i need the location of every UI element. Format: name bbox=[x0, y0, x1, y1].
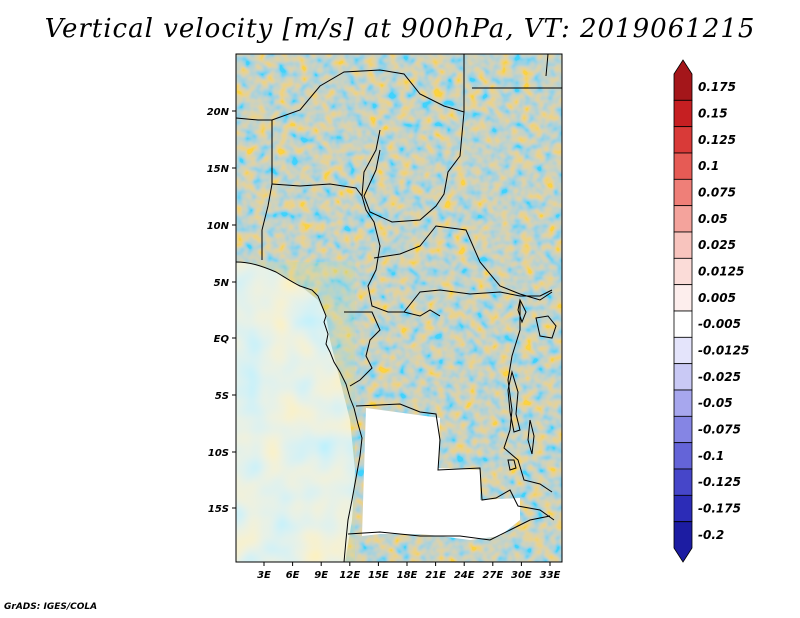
map-frame bbox=[235, 53, 563, 563]
colorbar-label: 0.1 bbox=[698, 159, 719, 173]
colorbar-segment bbox=[673, 99, 693, 128]
border-north-east-2 bbox=[361, 129, 381, 197]
lon-tick-label: 30E bbox=[511, 570, 532, 581]
colorbar-label: 0.175 bbox=[698, 80, 736, 94]
lat-tick-label: 10N bbox=[207, 221, 230, 232]
lat-tick-label: 15N bbox=[207, 164, 230, 175]
colorbar-label: 0.075 bbox=[698, 186, 736, 200]
small-lake bbox=[507, 459, 517, 471]
border-congo bbox=[344, 311, 381, 387]
colorbar-segment bbox=[673, 521, 693, 563]
coastline-west bbox=[236, 261, 363, 562]
lon-tick-label: 21E bbox=[425, 570, 446, 581]
river-congo bbox=[403, 309, 441, 317]
border-sudan-ethiopia bbox=[472, 54, 562, 89]
colorbar-segment bbox=[673, 126, 693, 154]
colorbar-segment bbox=[673, 152, 693, 180]
colorbar-label: -0.0125 bbox=[698, 344, 749, 358]
lake-victoria bbox=[535, 315, 557, 339]
lat-tick-label: EQ bbox=[214, 334, 230, 345]
border-car bbox=[373, 225, 553, 301]
lat-tick-label: 20N bbox=[207, 107, 230, 118]
lon-tick-label: 9E bbox=[314, 570, 328, 581]
colorbar-segment bbox=[673, 178, 693, 207]
credit-label: GrADS: IGES/COLA bbox=[4, 602, 98, 612]
lake-albert bbox=[517, 298, 527, 324]
colorbar-segment bbox=[673, 231, 693, 259]
colorbar-segment bbox=[673, 310, 693, 338]
ocean-texture bbox=[236, 262, 355, 562]
lat-tick-label: 5N bbox=[214, 278, 230, 289]
colorbar-segment bbox=[673, 494, 693, 523]
lon-tick-label: 12E bbox=[339, 570, 360, 581]
border-east bbox=[503, 300, 553, 493]
colorbar-segment bbox=[673, 59, 693, 101]
colorbar-segment bbox=[673, 389, 693, 417]
colorbar-segment bbox=[673, 468, 693, 496]
lon-tick-label: 33E bbox=[540, 570, 561, 581]
colorbar: 0.175 0.15 0.125 0.1 0.075 0.05 0.025 0.0125 0.0… bbox=[673, 59, 749, 563]
lon-tick-label: 18E bbox=[397, 570, 418, 581]
colorbar-label: 0.15 bbox=[698, 107, 728, 121]
colorbar-label: 0.125 bbox=[698, 133, 736, 147]
border-nigeria-cameroon bbox=[271, 183, 404, 313]
lon-tick-label: 27E bbox=[482, 570, 503, 581]
map-area bbox=[236, 54, 562, 562]
latitude-axis: 20N 15N 10N 5N EQ 5S 10S 15S bbox=[207, 107, 236, 515]
country-borders bbox=[236, 54, 562, 562]
colorbar-segment bbox=[673, 284, 693, 312]
border-drc-south bbox=[355, 403, 555, 521]
border-northwest bbox=[271, 54, 465, 121]
colorbar-segment bbox=[673, 205, 693, 233]
lake-malawi bbox=[527, 419, 535, 455]
lon-tick-label: 3E bbox=[257, 570, 271, 581]
lon-tick-label: 6E bbox=[286, 570, 300, 581]
colorbar-label: 0.0125 bbox=[698, 265, 744, 279]
colorbar-label: 0.05 bbox=[698, 212, 728, 226]
border-drc-north bbox=[403, 289, 553, 313]
colorbar-segment bbox=[673, 415, 693, 444]
colorbar-segment bbox=[673, 363, 693, 391]
lon-tick-label: 15E bbox=[368, 570, 389, 581]
colorbar-label: -0.005 bbox=[698, 317, 741, 331]
colorbar-label: 0.005 bbox=[698, 291, 736, 305]
lat-tick-label: 10S bbox=[208, 448, 229, 459]
map-title: Vertical velocity [m/s] at 900hPa, VT: 2… bbox=[44, 14, 756, 44]
southwest-blank-region bbox=[370, 430, 432, 470]
colorbar-label: -0.075 bbox=[698, 423, 741, 437]
longitude-axis: 3E 6E 9E 12E 15E 18E 21E 24E 27E 30E 33E bbox=[257, 562, 561, 581]
colorbar-segment bbox=[673, 257, 693, 286]
lon-tick-label: 24E bbox=[454, 570, 475, 581]
border-chad-east bbox=[363, 111, 465, 223]
lake-tanganyika bbox=[507, 370, 521, 433]
border-south bbox=[347, 515, 551, 541]
colorbar-label: -0.2 bbox=[698, 528, 724, 542]
colorbar-segment bbox=[673, 442, 693, 470]
lat-tick-label: 15S bbox=[208, 504, 229, 515]
lat-tick-label: 5S bbox=[215, 391, 229, 402]
colorbar-label: -0.175 bbox=[698, 502, 741, 516]
colorbar-segment bbox=[673, 336, 693, 365]
colorbar-label: -0.05 bbox=[698, 396, 733, 410]
border-west-africa bbox=[236, 117, 273, 260]
colorbar-label: -0.1 bbox=[698, 449, 724, 463]
colorbar-label: -0.125 bbox=[698, 475, 741, 489]
colorbar-label: 0.025 bbox=[698, 238, 736, 252]
colorbar-label: -0.025 bbox=[698, 370, 741, 384]
